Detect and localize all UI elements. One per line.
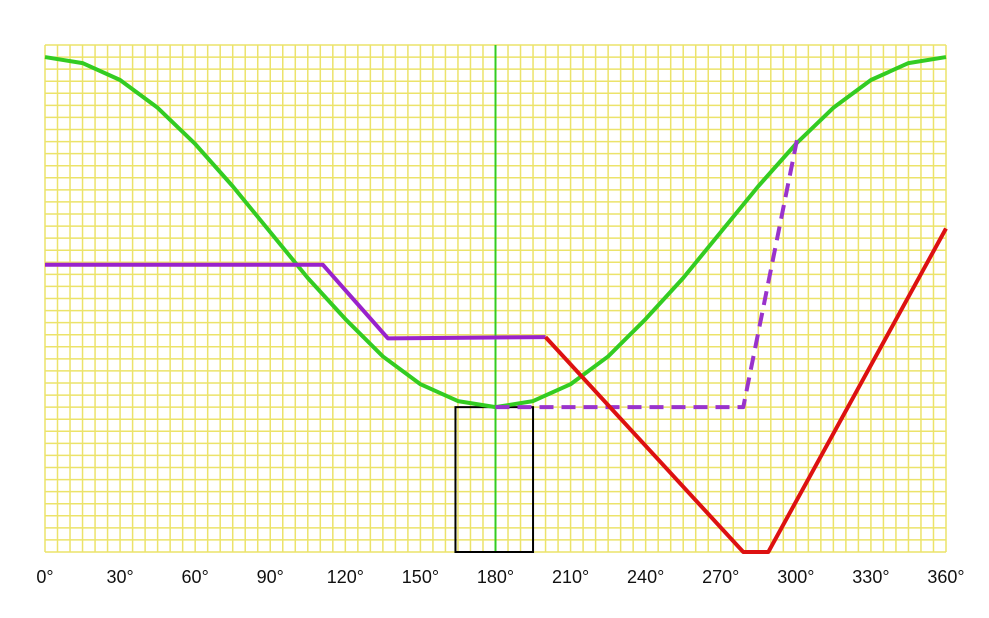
series-line <box>45 262 546 341</box>
x-tick-label: 300° <box>777 567 814 587</box>
x-tick-label: 240° <box>627 567 664 587</box>
x-tick-label: 30° <box>106 567 133 587</box>
x-tick-label: 180° <box>477 567 514 587</box>
series-line <box>495 132 801 410</box>
x-tick-label: 0° <box>36 567 53 587</box>
x-tick-label: 330° <box>852 567 889 587</box>
x-tick-label: 270° <box>702 567 739 587</box>
x-tick-label: 360° <box>927 567 964 587</box>
x-tick-label: 120° <box>327 567 364 587</box>
x-tick-label: 60° <box>182 567 209 587</box>
x-tick-label: 210° <box>552 567 589 587</box>
x-tick-label: 150° <box>402 567 439 587</box>
x-tick-label: 90° <box>257 567 284 587</box>
series-line <box>544 227 948 554</box>
